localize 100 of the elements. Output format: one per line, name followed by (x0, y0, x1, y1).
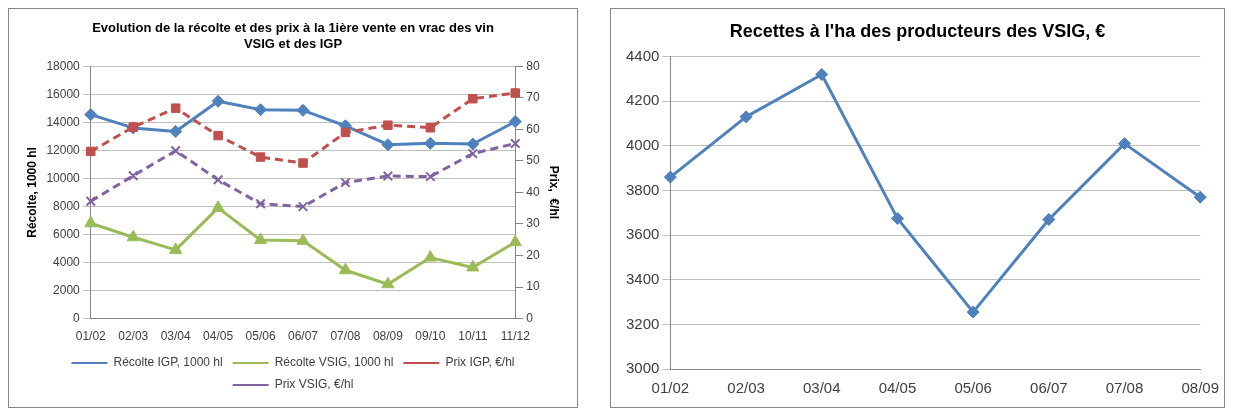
point (255, 152, 266, 162)
point (1118, 137, 1132, 151)
point (212, 174, 224, 186)
y-tick-label: 16000 (46, 86, 81, 101)
y-tick-label: 4000 (53, 254, 81, 269)
y-tick-label: 4000 (625, 136, 660, 153)
x-tick-label: 10/11 (458, 329, 488, 344)
point (508, 234, 522, 247)
y2-tick-label: 0 (526, 310, 534, 325)
y-axis-title: Récolte, 1000 hl (24, 147, 39, 238)
point (169, 124, 183, 138)
point (425, 171, 436, 182)
y-tick-label: 2000 (53, 282, 81, 297)
x-tick-label: 07/08 (330, 329, 361, 344)
point (340, 177, 351, 188)
point (381, 276, 395, 289)
point (468, 93, 478, 104)
point (382, 170, 394, 182)
y-tick-label: 3600 (625, 225, 660, 243)
point (170, 103, 181, 113)
y-tick-label: 14000 (46, 114, 81, 129)
point (255, 198, 266, 209)
x-tick-label: 07/08 (1105, 379, 1144, 397)
point (466, 137, 480, 151)
x-tick-label: 09/10 (415, 329, 446, 344)
legend-label: Récolte VSIG, 1000 hl (274, 355, 394, 370)
point (663, 170, 677, 184)
y-tick-label: 8000 (53, 198, 81, 213)
x-tick-label: 08/09 (1181, 379, 1220, 397)
point (254, 232, 268, 245)
point (423, 250, 437, 262)
legend-label: Prix VSIG, €/hl (274, 377, 354, 392)
x-tick-label: 03/04 (802, 379, 841, 397)
y-tick-label: 3800 (625, 180, 660, 198)
point (254, 103, 268, 117)
point (381, 138, 395, 152)
x-tick-label: 02/03 (727, 379, 765, 397)
x-tick-label: 06/07 (288, 329, 319, 344)
point (211, 94, 225, 108)
y2-tick-label: 80 (526, 58, 540, 73)
point (298, 158, 308, 168)
y2-tick-label: 10 (526, 279, 540, 294)
point (383, 120, 393, 130)
y-tick-label: 3000 (625, 359, 660, 377)
y2-tick-label: 40 (526, 184, 540, 199)
x-tick-label: 06/07 (1030, 379, 1068, 397)
x-tick-label: 01/02 (75, 329, 107, 344)
point (815, 67, 829, 81)
x-tick-label: 01/02 (651, 379, 690, 397)
y2-tick-label: 30 (526, 216, 540, 231)
y-tick-label: 18000 (46, 58, 81, 73)
x-tick-label: 04/05 (878, 379, 917, 397)
point (296, 103, 310, 117)
y-tick-label: 4200 (625, 91, 660, 109)
point (425, 122, 436, 133)
y-tick-label: 4400 (625, 46, 660, 64)
y-tick-label: 0 (73, 310, 81, 325)
x-tick-label: 05/06 (954, 379, 992, 397)
y2-tick-label: 50 (526, 153, 540, 168)
legend-label: Récolte IGP, 1000 hl (113, 355, 223, 370)
y-tick-label: 3400 (625, 269, 660, 287)
chart-title: Evolution de la récolte et des prix à la 1ière vente en vrac des vin VSIG et des IGP (92, 20, 494, 51)
point (126, 229, 140, 242)
point (508, 115, 522, 129)
point (966, 305, 980, 319)
point (467, 148, 479, 159)
point (84, 215, 98, 228)
point (1042, 212, 1056, 226)
legend-label: Prix IGP, €/hl (445, 355, 515, 370)
point (127, 170, 139, 181)
point (169, 242, 183, 254)
x-tick-label: 11/12 (500, 329, 531, 344)
y2-tick-label: 70 (526, 90, 540, 105)
point (296, 233, 310, 245)
x-tick-label: 03/04 (160, 329, 192, 344)
point (213, 130, 223, 141)
point (510, 138, 521, 149)
y-tick-label: 6000 (53, 226, 81, 241)
y-tick-label: 10000 (46, 170, 81, 185)
point (510, 88, 520, 98)
chart-title: Recettes à l'ha des producteurs des VSIG, € (729, 20, 1106, 41)
y-tick-label: 3200 (625, 314, 660, 332)
point (297, 201, 309, 212)
x-tick-label: 05/06 (245, 329, 276, 344)
x-tick-label: 08/09 (372, 329, 404, 344)
x-tick-label: 02/03 (118, 329, 149, 344)
y-tick-label: 12000 (46, 142, 81, 157)
point (890, 211, 904, 225)
y2-tick-label: 60 (526, 121, 540, 136)
point (338, 262, 353, 275)
point (211, 200, 225, 212)
y2-axis-title: Prix, €/hl (547, 165, 562, 220)
x-tick-label: 04/05 (203, 329, 234, 344)
point (423, 136, 437, 150)
point (1193, 190, 1207, 204)
point (170, 145, 181, 156)
point (466, 259, 480, 272)
point (340, 127, 351, 138)
y2-tick-label: 20 (526, 247, 540, 262)
point (86, 146, 96, 157)
